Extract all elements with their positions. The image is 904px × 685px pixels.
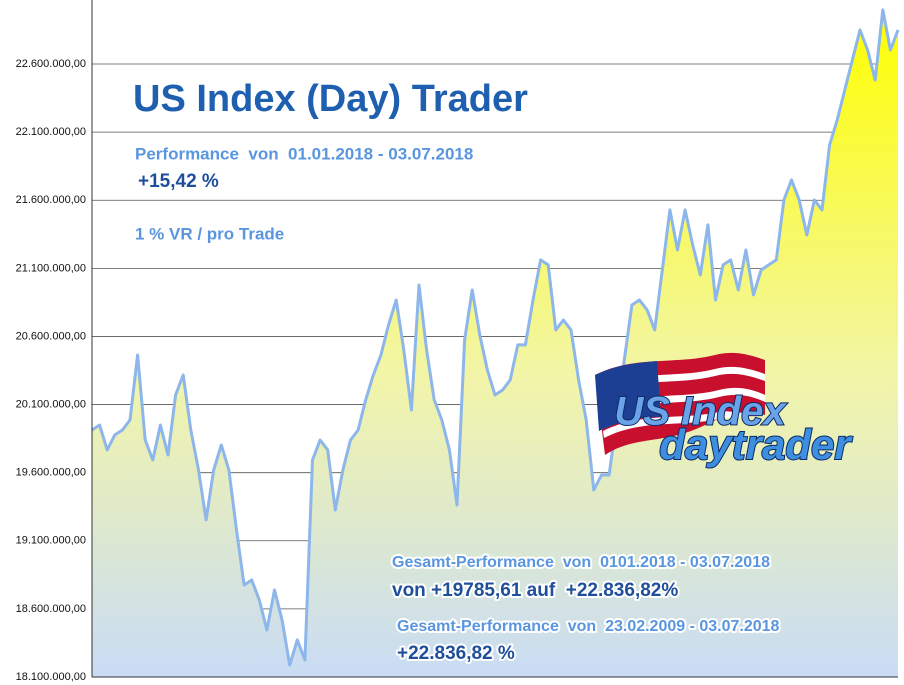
y-tick-label: 21.100.000,00 <box>16 262 86 274</box>
logo <box>595 352 765 455</box>
y-tick-label: 18.600.000,00 <box>16 603 86 615</box>
y-tick-label: 22.600.000,00 <box>16 58 86 70</box>
logo-text: US Index <box>614 390 787 434</box>
annotation: +15,42 % <box>138 171 219 192</box>
y-tick-label: 22.100.000,00 <box>16 126 86 138</box>
y-tick-label: 19.600.000,00 <box>16 467 86 479</box>
chart-title: US Index (Day) Trader <box>133 78 528 120</box>
annotation: Gesamt-Performance von 23.02.2009 - 03.0… <box>397 618 780 635</box>
annotation: 1 % VR / pro Trade <box>135 224 284 243</box>
logo-text: daytrader <box>659 421 853 468</box>
annotation: +22.836,82 % <box>397 643 515 664</box>
y-tick-label: 18.100.000,00 <box>16 671 86 683</box>
y-tick-label: 21.600.000,00 <box>16 194 86 206</box>
line <box>91 8 900 667</box>
annotation: Gesamt-Performance von 0101.2018 - 03.07… <box>392 554 770 571</box>
y-tick-label: 19.100.000,00 <box>16 535 86 547</box>
flag-stripes <box>595 366 765 438</box>
annotation: Performance von 01.01.2018 - 03.07.2018 <box>135 144 473 163</box>
y-tick-label: 20.600.000,00 <box>16 330 86 342</box>
area <box>92 9 898 677</box>
annotation: von +19785,61 auf +22.836,82% <box>392 580 678 601</box>
y-tick-label: 20.100.000,00 <box>16 398 86 410</box>
flag-canton <box>595 361 661 431</box>
